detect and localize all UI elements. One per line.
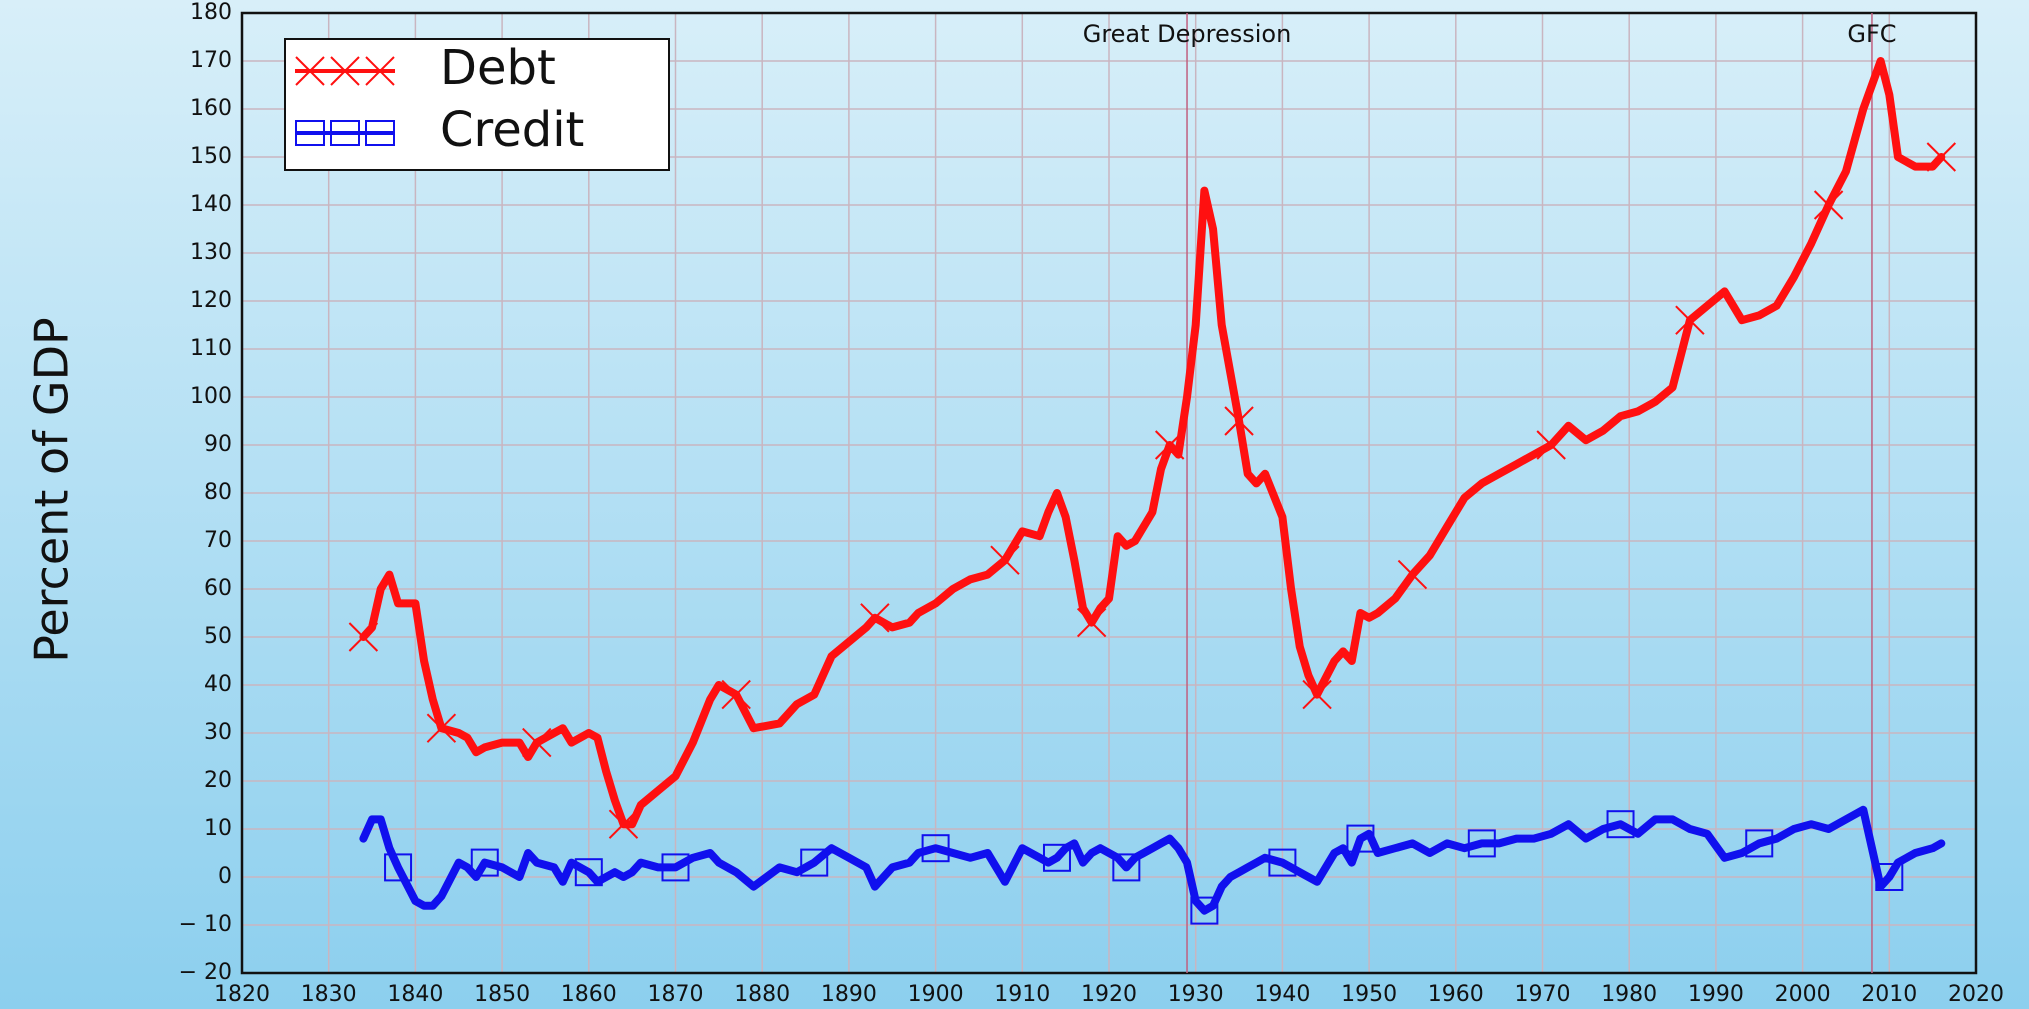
y-tick-label: 30 [204,720,232,745]
x-tick-label: 1990 [1688,982,1744,1007]
legend-marker [330,56,360,86]
y-tick-label: 70 [204,528,232,553]
y-tick-label: 80 [204,480,232,505]
y-tick-label: 60 [204,576,232,601]
y-tick-label: 10 [204,816,232,841]
x-tick-label: 1940 [1254,982,1310,1007]
series [348,57,1957,839]
y-tick-label: 180 [190,0,232,25]
legend-marker [295,56,325,86]
marker [1813,190,1844,220]
legend-marker [295,120,325,146]
y-tick-label: 150 [190,144,232,169]
marker [1536,430,1566,460]
annotation: Great Depression [1083,20,1292,48]
marker [470,848,499,877]
legend-label: Credit [440,102,584,158]
y-axis-label: Percent of GDP [25,317,79,662]
y-tick-label: 20 [204,768,232,793]
y-tick-label: 130 [190,240,232,265]
x-tick-label: 1890 [821,982,877,1007]
x-tick-label: 1980 [1601,982,1657,1007]
marker [1745,829,1774,858]
y-tick-label: 90 [204,432,232,457]
marker [990,545,1020,575]
x-tick-label: 1920 [1081,982,1137,1007]
marker [522,727,552,758]
y-tick-label: 140 [190,192,232,217]
legend-marker [330,120,360,146]
annotation: GFC [1847,20,1896,48]
marker [1467,829,1496,858]
x-tick-label: 2000 [1775,982,1831,1007]
marker [1042,843,1071,872]
marker [574,858,603,887]
legend-marker [365,120,395,146]
marker [1154,430,1185,460]
y-tick-label: 100 [190,384,232,409]
x-tick-label: 1900 [908,982,964,1007]
marker [348,622,379,652]
legend-box [284,38,670,171]
marker [1190,896,1219,925]
marker [800,848,829,877]
marker [1397,559,1428,590]
y-tick-label: 110 [190,336,232,361]
marker [1606,810,1635,839]
marker [384,853,413,882]
marker [426,713,457,743]
line [359,57,1946,829]
x-tick-label: 2020 [1948,982,2004,1007]
legend-item: Credit [295,102,584,158]
marker [1268,848,1297,877]
y-tick-label: 40 [204,672,232,697]
y-tick-label: − 10 [179,912,232,937]
x-tick-label: 2010 [1861,982,1917,1007]
x-tick-label: 1830 [301,982,357,1007]
marker [1346,824,1375,853]
x-tick-label: 1880 [734,982,790,1007]
legend-label: Debt [440,40,556,96]
marker [608,809,639,839]
legend-item: Debt [295,40,556,96]
plot-frame [240,11,1978,975]
marker [661,853,690,882]
y-tick-label: 120 [190,288,232,313]
marker [1224,406,1254,436]
marker [860,603,890,633]
marker [1076,607,1107,638]
marker [1302,679,1332,710]
marker [1875,863,1904,891]
y-tick-label: − 20 [179,960,232,985]
x-tick-label: 1910 [994,982,1050,1007]
marker [721,679,751,710]
x-tick-label: 1930 [1168,982,1224,1007]
x-tick-label: 1970 [1515,982,1571,1007]
line [359,805,1946,915]
y-tick-label: 160 [190,96,232,121]
series [359,805,1946,925]
marker [1675,305,1705,335]
legend-marker [365,56,395,86]
x-tick-label: 1860 [561,982,617,1007]
y-tick-label: 170 [190,48,232,73]
x-tick-label: 1850 [474,982,530,1007]
marker [1926,142,1957,172]
x-tick-label: 1840 [387,982,443,1007]
y-tick-label: 0 [218,864,232,889]
x-tick-label: 1870 [648,982,704,1007]
y-tick-label: 50 [204,624,232,649]
marker [921,834,950,863]
x-tick-label: 1820 [214,982,270,1007]
x-tick-label: 1960 [1428,982,1484,1007]
x-tick-label: 1950 [1341,982,1397,1007]
marker [1112,853,1141,882]
